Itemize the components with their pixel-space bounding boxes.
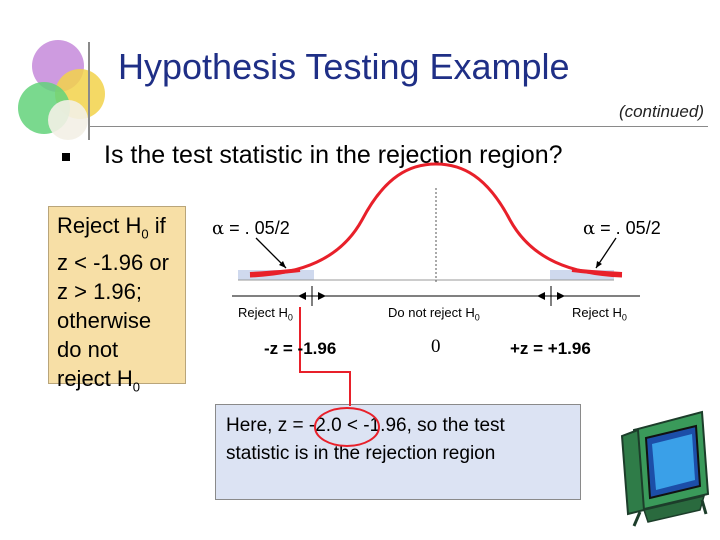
- rule-line: z < -1.96 or: [57, 250, 169, 276]
- critical-value-right: +z = +1.96: [510, 339, 591, 358]
- reject-left-label: Reject H0: [238, 305, 293, 323]
- do-not-reject-label: Do not reject H0: [388, 305, 480, 323]
- title-vertical-rule: [88, 42, 90, 140]
- television-icon: [620, 410, 710, 527]
- bell-curve: [249, 162, 623, 278]
- alpha-right-label: α = . 05/2: [583, 218, 661, 239]
- rule-line: z > 1.96;: [57, 279, 143, 305]
- conclusion-line-1: Here, z = -2.0 < -1.96, so the test: [226, 415, 505, 436]
- center-zero-label: 0: [431, 336, 441, 357]
- rule-line: otherwise: [57, 308, 152, 334]
- decision-rule-box: Reject H0 if z < -1.96 or z > 1.96; othe…: [48, 206, 186, 395]
- conclusion-line-2: statistic is in the rejection region: [226, 443, 496, 464]
- critical-value-left: -z = -1.96: [264, 339, 337, 358]
- rule-line: Reject H0 if: [57, 213, 166, 242]
- question-text: Is the test statistic in the rejection r…: [104, 141, 563, 169]
- right-tail-region: [550, 270, 614, 280]
- rule-line: reject H0: [57, 366, 141, 395]
- bullet-icon: [62, 153, 70, 161]
- left-tail-highlight: [249, 268, 301, 276]
- slide-title: Hypothesis Testing Example: [118, 46, 570, 87]
- continued-label: (continued): [618, 102, 704, 121]
- reject-right-label: Reject H0: [572, 305, 627, 323]
- alpha-left-label: α = . 05/2: [212, 218, 290, 239]
- logo-circles-icon: [18, 40, 105, 140]
- rule-line: do not: [57, 337, 119, 363]
- right-tail-highlight: [571, 268, 623, 276]
- title-horizontal-rule: [88, 126, 708, 127]
- conclusion-box: Here, z = -2.0 < -1.96, so the test stat…: [215, 404, 581, 500]
